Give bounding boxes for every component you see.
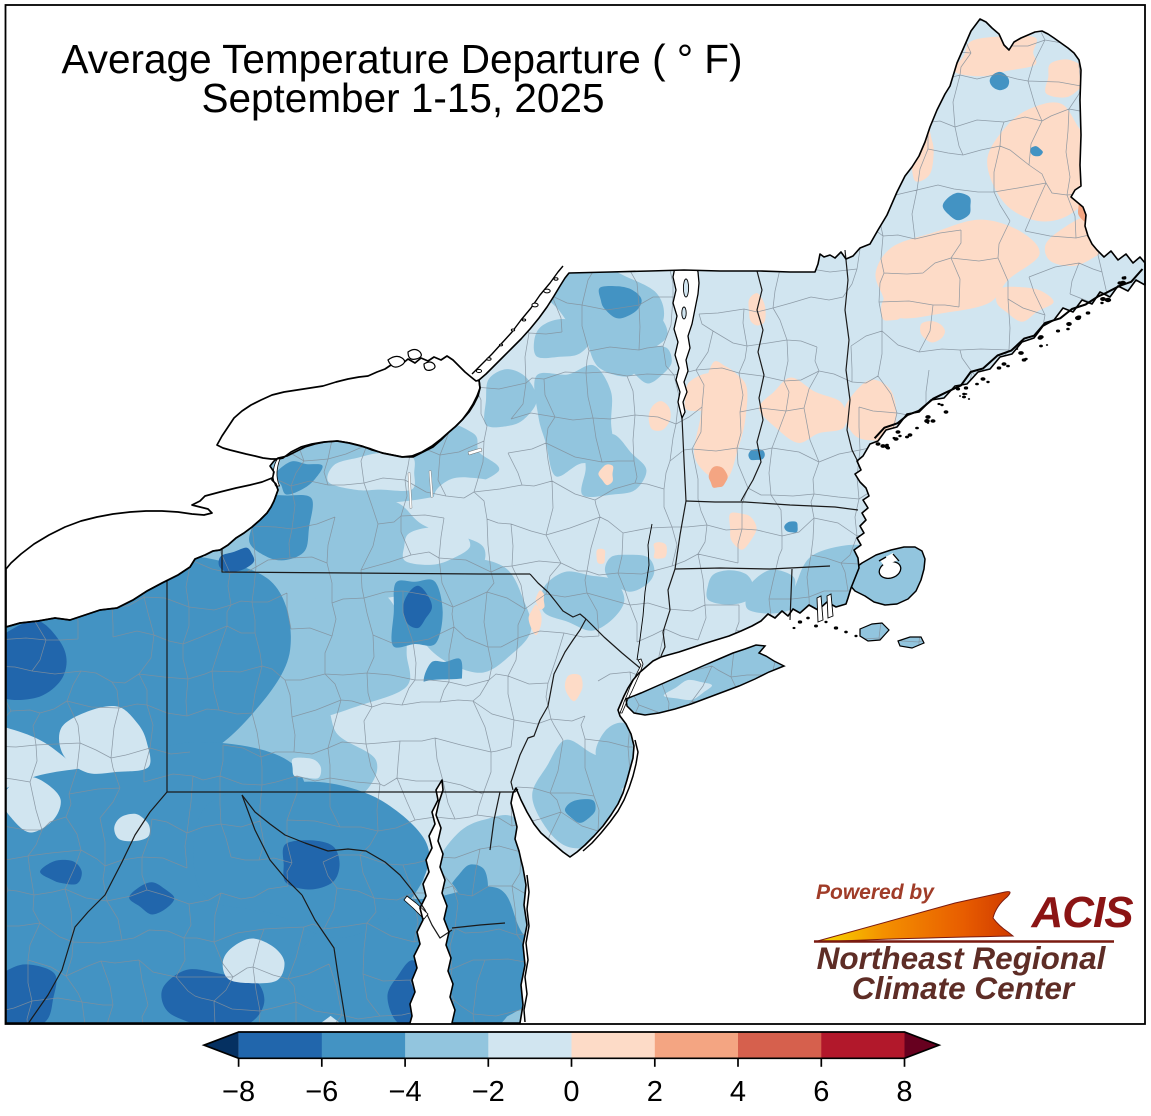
svg-text:Powered by: Powered by — [816, 881, 935, 904]
svg-text:−8: −8 — [222, 1076, 255, 1108]
svg-text:Northeast Regional: Northeast Regional — [817, 940, 1107, 976]
svg-text:Average Temperature Departure: Average Temperature Departure ( ° F) — [61, 36, 742, 82]
svg-text:6: 6 — [813, 1076, 829, 1108]
svg-text:−2: −2 — [472, 1076, 505, 1108]
svg-text:ACIS: ACIS — [1030, 888, 1133, 937]
svg-text:4: 4 — [730, 1076, 746, 1108]
svg-text:2: 2 — [647, 1076, 663, 1108]
svg-text:Climate Center: Climate Center — [852, 970, 1076, 1006]
svg-text:September 1-15, 2025: September 1-15, 2025 — [201, 75, 604, 121]
svg-text:−4: −4 — [389, 1076, 422, 1108]
svg-text:−6: −6 — [305, 1076, 338, 1108]
svg-text:8: 8 — [896, 1076, 912, 1108]
svg-text:0: 0 — [563, 1076, 579, 1108]
